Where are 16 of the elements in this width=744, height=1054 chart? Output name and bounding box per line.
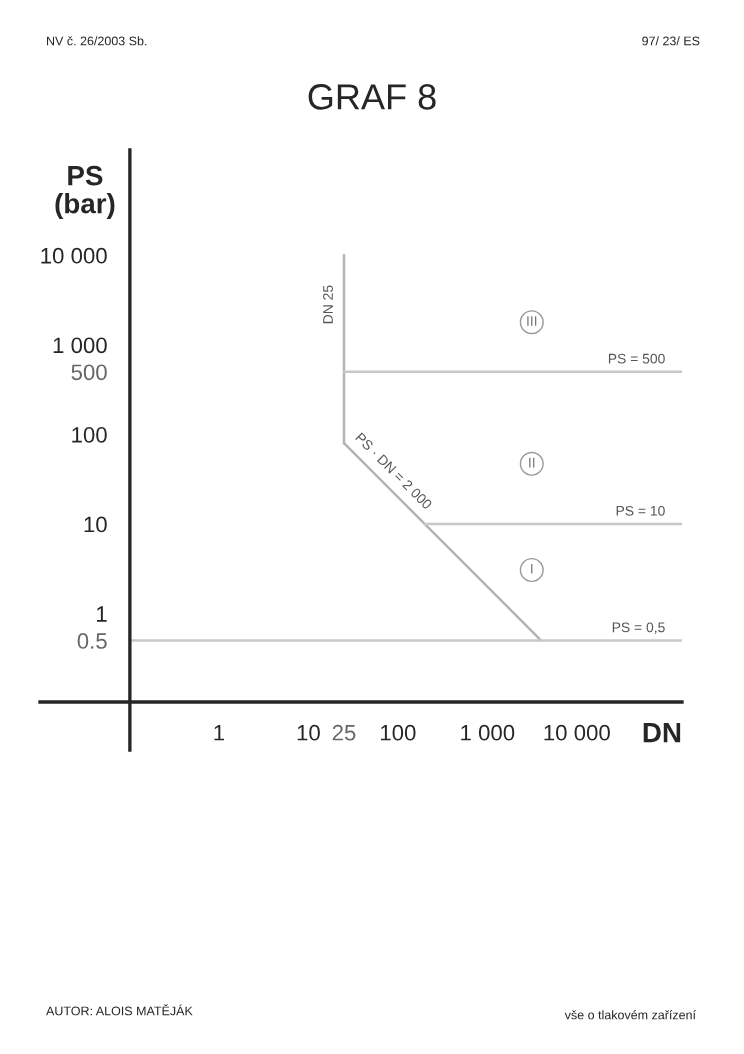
y-tick-label: 1 [96, 606, 107, 622]
y-axis-title: PS (bar) [55, 165, 115, 219]
x-tick-label: 1 000 [461, 724, 515, 741]
y-tick-label: 10 [84, 516, 107, 533]
chart-title: GRAF 8 [308, 84, 436, 110]
x-axis-title: DN [643, 723, 681, 743]
x-tick-label: 10 [297, 724, 320, 741]
x-tick-label: 100 [381, 724, 416, 741]
x-tick-label: 25 [332, 724, 356, 741]
y-tick-label: 1 000 [53, 337, 107, 354]
x-tick-label: 1 [214, 725, 225, 741]
y-tick-label: 0.5 [77, 633, 107, 649]
y-tick-label: 500 [71, 364, 107, 381]
y-tick-label: 100 [72, 427, 107, 443]
x-tick-label: 10 000 [544, 724, 610, 741]
y-tick-label: 10 000 [41, 247, 107, 264]
